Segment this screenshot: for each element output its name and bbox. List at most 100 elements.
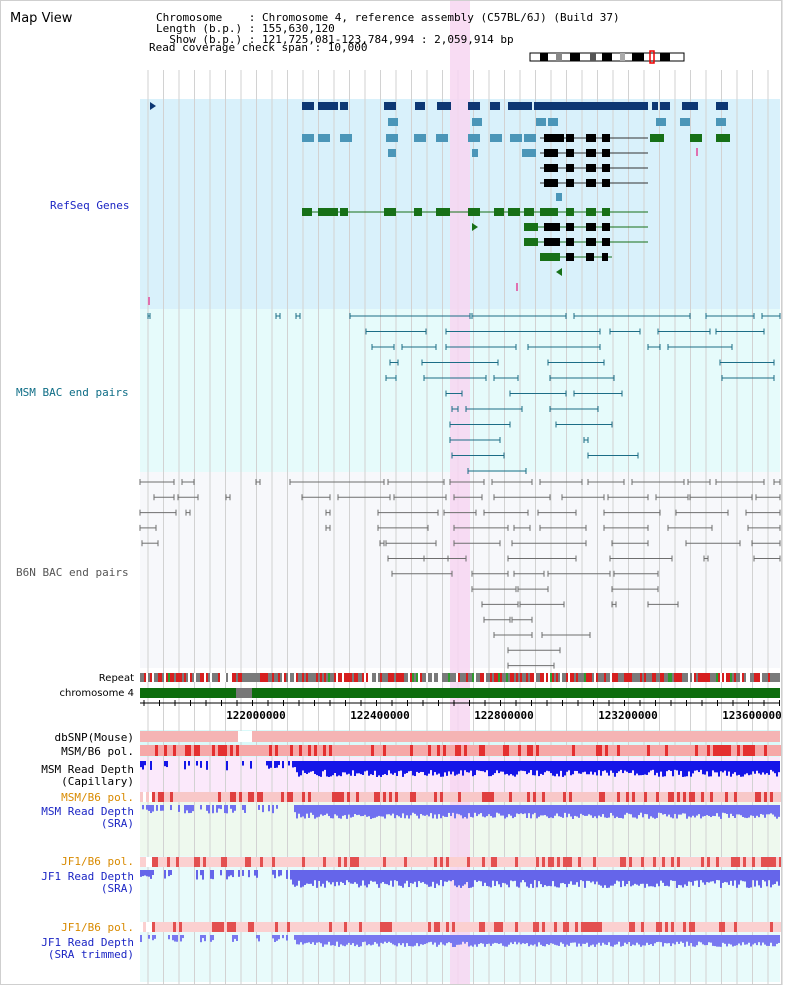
jf1-sra-depth-bar — [628, 870, 630, 882]
jf1-b6-pol2-segment — [557, 922, 560, 932]
b6n-bac-pairs-track[interactable] — [139, 479, 781, 669]
msm-sra-depth-bar — [566, 805, 568, 818]
repeat-element — [206, 673, 208, 682]
jf1-trim-depth-bar — [296, 935, 298, 945]
jf1-sra-depth-bar — [404, 870, 406, 884]
jf1-trim-depth-bar — [332, 935, 334, 946]
jf1-b6-pol2-segment — [569, 922, 572, 932]
gene-exon — [508, 102, 532, 110]
repeat-element — [320, 673, 322, 682]
jf1-b6-pol2-segment — [527, 922, 530, 932]
b6n-bac-track-label[interactable]: B6N BAC end pairs — [16, 566, 129, 579]
msm-capillary-depth-bar — [326, 761, 328, 777]
gene-exon — [544, 179, 558, 187]
repeat-element — [512, 673, 514, 682]
jf1-b6-pol2-segment — [560, 922, 563, 932]
gene-exon — [544, 164, 558, 172]
msm-b6-pol-segment — [269, 745, 272, 756]
msm-capillary-depth-bar — [468, 761, 470, 773]
msm-b6-pol-segment — [197, 745, 200, 756]
msm-b6-pol-segment — [626, 745, 629, 756]
jf1-sra-depth-bar — [724, 870, 726, 882]
jf1-b6-pol2-segment — [392, 922, 395, 932]
refseq-genes-track[interactable] — [148, 102, 730, 305]
chromosome-ideogram[interactable] — [529, 50, 685, 64]
msm-b6-pol2-segment — [218, 792, 221, 802]
jf1-b6-pol-segment — [221, 857, 224, 867]
jf1-b6-pol-segment — [293, 857, 296, 867]
jf1-trim-depth-bar — [546, 935, 548, 945]
jf1-trim-depth-bar — [738, 935, 740, 944]
jf1-trim-depth-bar — [740, 935, 742, 946]
msm-b6-pol-segment — [482, 745, 485, 756]
repeat-element — [334, 673, 336, 682]
msm-capillary-depth-bar — [436, 761, 438, 775]
jf1-b6-pol-segment — [407, 857, 410, 867]
msm-sra-depth-bar — [328, 805, 330, 817]
msm-sra-depth-bar — [448, 805, 450, 813]
msm-sra-depth-bar — [442, 805, 444, 816]
msm-capillary-depth-bar — [250, 761, 252, 769]
msm-capillary-depth-bar — [480, 761, 482, 772]
jf1-sra-depth-bar — [392, 870, 394, 887]
repeat-element — [526, 673, 528, 682]
jf1-sra-depth-bar — [564, 870, 566, 885]
msm-b6-pol2-segment — [758, 792, 761, 802]
msm-b6-pol-segment — [218, 745, 221, 756]
jf1-depth-trim-sub: (SRA trimmed) — [48, 948, 134, 961]
jf1-b6-pol2-segment — [596, 922, 599, 932]
dbsnp-track — [140, 731, 782, 932]
jf1-b6-pol2-segment — [710, 922, 713, 932]
msm-capillary-depth-bar — [506, 761, 508, 774]
msm-b6-pol-segment — [287, 745, 290, 756]
jf1-trim-depth-bar — [334, 935, 336, 946]
msm-b6-pol2-segment — [713, 792, 716, 802]
gene-exon — [586, 179, 596, 187]
msm-b6-pol2-segment — [485, 792, 488, 802]
jf1-sra-depth-bar — [310, 870, 312, 884]
jf1-trim-depth-bar — [568, 935, 570, 946]
msm-sra-depth-bar — [498, 805, 500, 814]
msm-b6-pol-segment — [143, 745, 146, 756]
jf1-b6-pol-segment — [167, 857, 170, 867]
msm-capillary-depth-bar — [440, 761, 442, 777]
jf1-b6-pol-segment — [194, 857, 197, 867]
msm-b6-pol2-segment — [341, 792, 344, 802]
jf1-b6-pol2-segment — [629, 922, 632, 932]
msm-b6-pol-segment — [152, 745, 155, 756]
jf1-sra-depth-bar — [460, 870, 462, 888]
jf1-sra-depth-bar — [242, 870, 244, 876]
msm-sra-depth-bar — [516, 805, 518, 814]
jf1-b6-pol-segment — [287, 857, 290, 867]
msm-b6-pol2-segment — [749, 792, 752, 802]
msm-capillary-depth-bar — [592, 761, 594, 775]
jf1-sra-depth-bar — [498, 870, 500, 885]
msm-b6-pol-segment — [773, 745, 776, 756]
gene-exon — [716, 102, 728, 110]
jf1-trim-depth-bar — [446, 935, 448, 944]
refseq-track-label[interactable]: RefSeq Genes — [50, 199, 129, 212]
msm-capillary-depth-bar — [678, 761, 680, 775]
msm-bac-pairs-track[interactable] — [147, 313, 781, 474]
msm-sra-depth-bar — [178, 805, 180, 812]
msm-b6-pol-segment — [683, 745, 686, 756]
jf1-sra-depth-bar — [758, 870, 760, 886]
msm-b6-pol2-segment — [251, 792, 254, 802]
msm-sra-depth-bar — [754, 805, 756, 818]
jf1-b6-pol-segment — [449, 857, 452, 867]
jf1-sra-depth-bar — [682, 870, 684, 888]
jf1-trim-depth-bar — [624, 935, 626, 943]
msm-bac-track-label[interactable]: MSM BAC end pairs — [16, 386, 129, 399]
jf1-sra-depth-bar — [150, 870, 152, 879]
msm-capillary-depth-bar — [514, 761, 516, 777]
jf1-sra-depth-bar — [434, 870, 436, 888]
msm-b6-pol-segment — [278, 745, 281, 756]
msm-b6-pol2-segment — [293, 792, 296, 802]
msm-sra-depth-bar — [364, 805, 366, 815]
repeat-element — [272, 673, 274, 682]
msm-capillary-depth-bar — [402, 761, 404, 777]
jf1-sra-depth-bar — [430, 870, 432, 887]
jf1-sra-depth-bar — [402, 870, 404, 888]
msm-capillary-depth-bar — [558, 761, 560, 777]
gene-exon — [566, 223, 574, 231]
